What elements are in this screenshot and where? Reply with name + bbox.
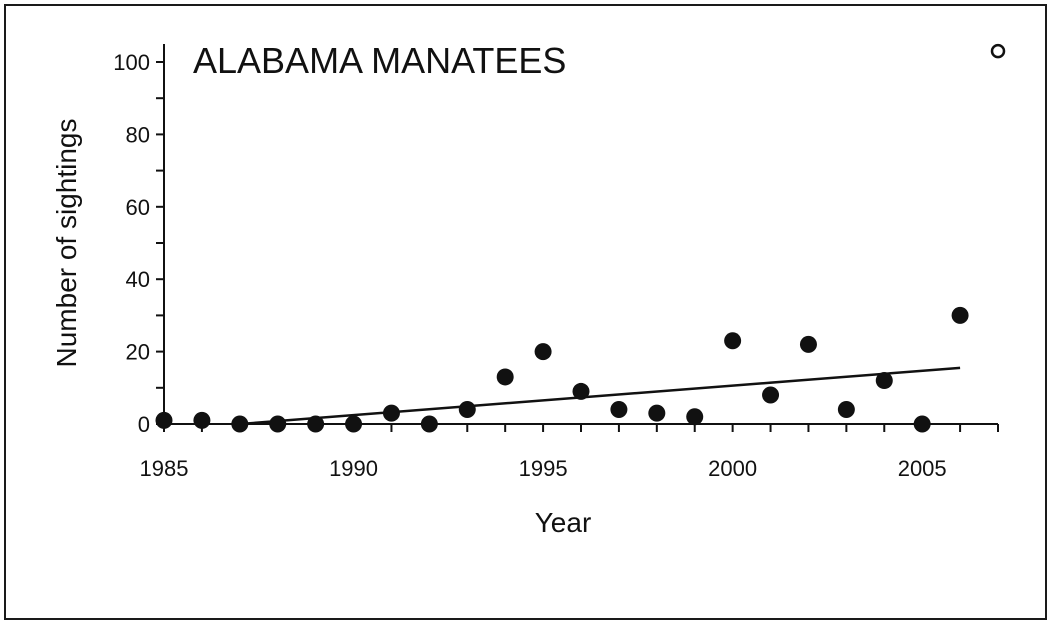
x-tick-label: 1985	[140, 456, 189, 481]
data-point	[420, 415, 438, 433]
x-tick-label: 1990	[329, 456, 378, 481]
y-tick-label: 20	[126, 340, 150, 365]
data-point	[799, 335, 817, 353]
data-point	[534, 343, 552, 361]
x-tick-label: 1995	[519, 456, 568, 481]
y-tick-label: 40	[126, 267, 150, 292]
y-tick-label: 0	[138, 412, 150, 437]
data-point	[762, 386, 780, 404]
data-point	[382, 404, 400, 422]
trendline-group	[239, 366, 961, 426]
data-point	[686, 408, 704, 426]
data-point	[269, 415, 287, 433]
data-point	[951, 306, 969, 324]
data-point	[345, 415, 363, 433]
x-tick-label: 2000	[708, 456, 757, 481]
y-tick-label: 60	[126, 195, 150, 220]
outlier-point	[990, 43, 1006, 59]
tick-marks	[156, 61, 999, 432]
x-tick-label: 2005	[898, 456, 947, 481]
data-point	[572, 382, 590, 400]
data-point	[913, 415, 931, 433]
x-axis-title: Year	[535, 507, 592, 538]
trendline	[239, 366, 961, 426]
y-tick-label: 100	[113, 50, 150, 75]
data-point	[155, 411, 173, 429]
data-point	[724, 332, 742, 350]
data-point	[648, 404, 666, 422]
data-points	[155, 43, 1006, 433]
chart-frame	[4, 4, 1047, 620]
chart-title: ALABAMA MANATEES	[193, 40, 566, 81]
data-point	[875, 372, 893, 390]
data-point	[231, 415, 249, 433]
data-point	[307, 415, 325, 433]
y-axis-title: Number of sightings	[51, 118, 82, 367]
data-point	[193, 411, 211, 429]
y-tick-label: 80	[126, 122, 150, 147]
data-point	[458, 401, 476, 419]
data-point	[496, 368, 514, 386]
axes	[163, 44, 998, 425]
data-point	[610, 401, 628, 419]
tick-labels: 0 20 40 60 80 100 1985 1990 1995 2000 2005	[113, 50, 946, 481]
data-point	[837, 401, 855, 419]
